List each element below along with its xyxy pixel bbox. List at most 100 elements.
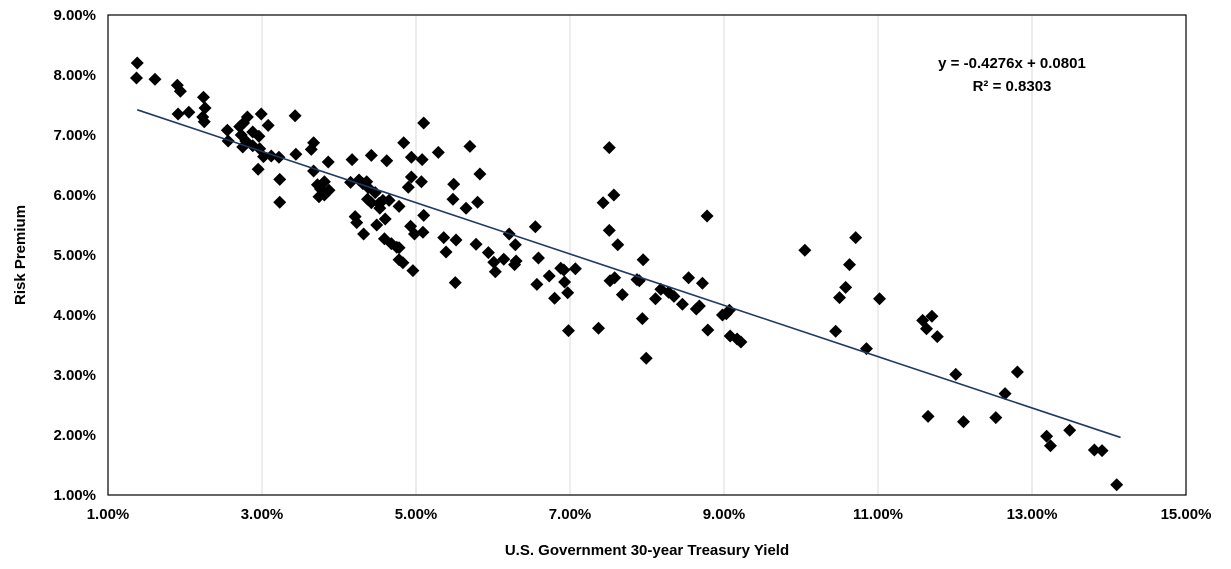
data-point	[439, 245, 453, 259]
data-point	[497, 252, 511, 266]
data-point	[407, 227, 421, 241]
data-point	[273, 172, 287, 186]
data-point	[416, 225, 430, 239]
data-point	[531, 251, 545, 265]
data-point	[415, 153, 429, 167]
data-point	[833, 291, 846, 305]
plot-area-frame	[107, 14, 1187, 496]
data-point	[602, 223, 616, 237]
data-point	[401, 180, 415, 194]
data-point	[1110, 478, 1124, 492]
data-point	[473, 167, 487, 181]
data-point	[373, 201, 387, 215]
y-tick-label: 6.00%	[53, 187, 96, 204]
data-point	[273, 195, 287, 209]
data-point	[920, 322, 934, 336]
data-point	[370, 218, 384, 232]
data-point	[925, 309, 939, 323]
data-point	[998, 387, 1012, 401]
data-point	[304, 142, 318, 156]
data-point	[261, 118, 275, 132]
data-point	[220, 123, 234, 137]
data-point	[171, 107, 185, 121]
trendline	[137, 109, 1121, 439]
data-point	[392, 241, 406, 255]
data-point	[364, 196, 378, 210]
data-point	[130, 56, 144, 70]
y-tick-label: 2.00%	[53, 427, 96, 444]
data-point	[481, 246, 495, 260]
data-point	[591, 321, 605, 335]
data-point	[240, 110, 254, 124]
data-point	[487, 255, 501, 269]
data-point	[378, 212, 392, 226]
data-point	[129, 71, 143, 85]
data-point	[568, 262, 582, 276]
x-tick-label: 7.00%	[549, 506, 592, 523]
data-point	[1063, 423, 1077, 437]
data-point	[406, 264, 420, 278]
data-point	[345, 153, 359, 167]
data-point	[254, 107, 268, 121]
y-tick-label: 3.00%	[53, 367, 96, 384]
data-point	[692, 299, 706, 313]
x-tick-label: 15.00%	[1161, 506, 1212, 523]
data-point	[639, 351, 653, 365]
trendline-r-squared: R² = 0.8303	[973, 78, 1052, 95]
data-point	[843, 258, 857, 272]
data-point	[404, 170, 418, 184]
data-point	[251, 162, 265, 176]
data-point	[392, 199, 406, 213]
data-point	[682, 271, 696, 285]
data-point	[463, 139, 477, 153]
data-point	[246, 139, 260, 153]
data-point	[508, 238, 522, 252]
data-point	[289, 147, 303, 161]
y-axis-tick-labels: 1.00% 2.00% 3.00% 4.00% 5.00% 6.00% 7.00% 8.00%…	[53, 7, 96, 504]
data-point	[437, 231, 451, 245]
data-point	[561, 286, 575, 300]
data-point	[921, 409, 935, 423]
data-point	[701, 323, 715, 337]
data-point	[530, 277, 544, 291]
data-point	[488, 265, 502, 279]
data-point	[528, 220, 542, 234]
data-point	[288, 109, 302, 123]
data-point	[873, 292, 887, 306]
data-point	[448, 276, 462, 290]
data-point	[414, 175, 428, 189]
data-point	[1087, 443, 1101, 457]
x-axis-title: U.S. Government 30-year Treasury Yield	[505, 542, 789, 559]
data-point	[364, 148, 378, 162]
x-tick-label: 3.00%	[241, 506, 284, 523]
x-axis-tick-labels: 1.00% 3.00% 5.00% 7.00% 9.00% 11.00% 13.00% 15.…	[87, 506, 1212, 523]
x-tick-label: 11.00%	[853, 506, 903, 523]
data-point	[197, 115, 211, 129]
data-point	[397, 136, 411, 150]
data-point	[173, 84, 187, 98]
data-point	[798, 243, 812, 257]
data-point	[382, 193, 396, 207]
data-point	[542, 269, 556, 283]
data-point	[221, 134, 235, 148]
data-point	[557, 263, 571, 277]
data-point	[839, 280, 853, 294]
data-point	[648, 292, 662, 306]
y-tick-label: 4.00%	[53, 307, 96, 324]
y-axis-title: Risk Premium	[12, 205, 29, 305]
data-point	[989, 411, 1003, 425]
data-point	[1010, 365, 1024, 379]
data-point	[700, 209, 714, 223]
data-point	[675, 297, 689, 311]
y-tick-label: 1.00%	[53, 487, 96, 504]
data-point	[608, 271, 622, 285]
data-point	[722, 303, 736, 317]
data-point	[734, 335, 748, 349]
data-point	[635, 312, 649, 326]
data-point	[930, 330, 944, 344]
data-point	[196, 90, 210, 104]
data-point	[246, 125, 260, 139]
data-point	[459, 201, 473, 215]
data-point	[252, 129, 266, 143]
data-point	[417, 116, 431, 130]
